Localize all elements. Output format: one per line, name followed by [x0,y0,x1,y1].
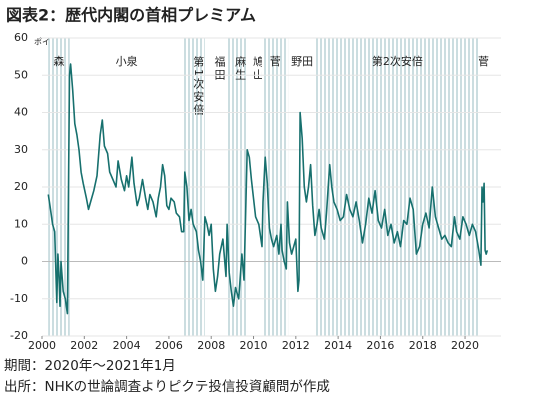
cabinet-label: 麻生 [234,55,247,82]
note: 期間：2020年～2021年1月 [4,358,176,374]
y-tick-label: 0 [21,255,28,268]
x-tick-label: 2000 [28,339,56,352]
cabinet-label: 野田 [291,55,313,68]
cabinet-label: 第1次安倍 [192,55,205,117]
x-tick-label: 2016 [366,339,394,352]
cabinet-label: 菅 [478,55,489,68]
x-tick-label: 2006 [155,339,183,352]
x-tick-label: 2018 [409,339,437,352]
y-tick-label: 50 [14,68,28,81]
x-tick-label: 2014 [324,339,352,352]
data-line [47,63,489,315]
y-tick-label: -20 [10,329,28,342]
x-tick-label: 2010 [240,339,268,352]
note: 出所：NHKの世論調査よりピクテ投信投資顧問が作成 [4,379,330,395]
chart-title: 図表2：歴代内閣の首相プレミアム [6,6,256,25]
x-tick-label: 2004 [113,339,141,352]
x-tick-label: 2020 [451,339,479,352]
cabinet-label: 小泉 [116,54,138,68]
y-tick-label: 40 [14,106,28,119]
cabinet-label: 福田 [213,55,226,82]
cabinet-label: 第2次安倍 [372,54,423,68]
x-tick-label: 2008 [197,339,225,352]
y-tick-label: 60 [14,31,28,44]
x-tick-label: 2012 [282,339,310,352]
y-tick-label: 20 [14,180,28,193]
y-tick-label: -10 [10,292,28,305]
cabinet-label: 森 [53,54,64,68]
y-tick-label: 30 [14,143,28,156]
y-tick-label: 10 [14,217,28,230]
x-tick-label: 2002 [70,339,98,352]
cabinet-label: 菅 [270,55,281,68]
